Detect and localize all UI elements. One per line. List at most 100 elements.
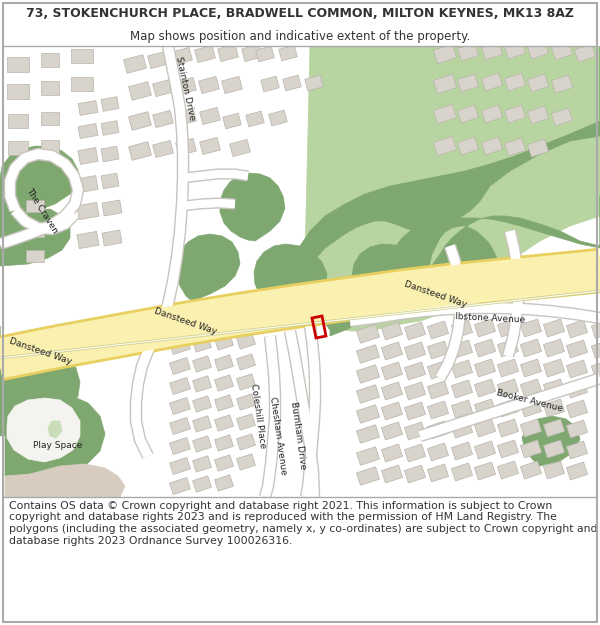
Bar [78, 101, 98, 116]
Bar [427, 341, 449, 359]
Bar [128, 112, 151, 131]
Bar [404, 382, 425, 400]
Bar [382, 362, 403, 380]
Bar [101, 121, 119, 135]
Bar [101, 146, 119, 162]
Bar [451, 420, 473, 438]
Bar [215, 415, 233, 431]
Bar [128, 142, 151, 161]
Bar [404, 422, 425, 440]
Bar [78, 124, 98, 139]
Bar [427, 421, 449, 439]
Bar [77, 202, 99, 219]
Bar [236, 454, 256, 470]
Text: Burnham Drive: Burnham Drive [289, 401, 307, 471]
Polygon shape [0, 326, 80, 436]
Bar [544, 339, 565, 357]
Bar [475, 441, 496, 459]
Bar [26, 200, 44, 212]
Bar [356, 447, 380, 465]
Bar [101, 97, 119, 111]
Bar [427, 401, 449, 419]
Bar [475, 462, 496, 480]
Bar [246, 111, 264, 127]
Polygon shape [522, 416, 580, 466]
Bar [451, 463, 473, 481]
Bar [26, 225, 44, 237]
Text: Play Space: Play Space [34, 441, 83, 451]
Text: Dansteed Way: Dansteed Way [8, 336, 73, 366]
Bar [170, 458, 190, 474]
Bar [152, 79, 173, 97]
Bar [382, 465, 403, 483]
Bar [215, 334, 233, 350]
Polygon shape [254, 244, 327, 316]
Bar [215, 475, 233, 491]
Bar [152, 141, 173, 158]
Bar [566, 340, 587, 358]
Bar [176, 78, 196, 94]
Bar [236, 374, 256, 390]
Bar [199, 76, 220, 94]
Polygon shape [5, 464, 125, 497]
Bar [404, 322, 425, 340]
Bar [544, 419, 565, 437]
Bar [382, 382, 403, 400]
Bar [497, 319, 518, 337]
Bar [223, 113, 241, 129]
Bar [481, 105, 503, 123]
Bar [527, 106, 548, 124]
Bar [497, 440, 518, 458]
Bar [505, 105, 526, 123]
Bar [172, 48, 193, 64]
Bar [574, 44, 596, 62]
Text: Map shows position and indicative extent of the property.: Map shows position and indicative extent… [130, 30, 470, 43]
Bar [475, 399, 496, 417]
Bar [279, 45, 297, 61]
Bar [481, 137, 503, 155]
Text: Dansteed Way: Dansteed Way [152, 306, 217, 336]
Bar [457, 74, 479, 92]
Bar [497, 339, 518, 357]
Bar [101, 173, 119, 189]
Bar [433, 104, 457, 124]
Bar [170, 398, 190, 414]
Bar [193, 336, 211, 352]
Polygon shape [0, 146, 78, 216]
Bar [170, 338, 190, 354]
Bar [566, 441, 587, 459]
Bar [566, 400, 587, 418]
Bar [170, 438, 190, 454]
Bar [215, 395, 233, 411]
Polygon shape [298, 46, 600, 326]
Bar [382, 422, 403, 440]
Bar [566, 320, 587, 338]
Bar [451, 380, 473, 398]
Bar [128, 82, 151, 101]
Bar [520, 379, 542, 397]
Polygon shape [220, 173, 285, 241]
Bar [200, 138, 220, 154]
Text: The Craven: The Craven [25, 187, 59, 236]
Text: Contains OS data © Crown copyright and database right 2021. This information is : Contains OS data © Crown copyright and d… [9, 501, 598, 546]
Bar [520, 339, 542, 357]
Bar [193, 416, 211, 432]
Text: Stainton Drive: Stainton Drive [174, 55, 196, 121]
Bar [551, 42, 572, 60]
Bar [475, 319, 496, 337]
Bar [427, 381, 449, 399]
Bar [497, 399, 518, 417]
Text: Booker Avenue: Booker Avenue [496, 388, 564, 414]
Bar [382, 402, 403, 420]
Bar [78, 176, 98, 192]
Bar [176, 108, 196, 126]
Bar [457, 137, 479, 155]
Bar [551, 108, 572, 126]
Bar [544, 319, 565, 337]
Bar [520, 359, 542, 377]
Bar [497, 379, 518, 397]
Bar [236, 354, 256, 370]
Bar [170, 378, 190, 394]
Bar [505, 41, 526, 59]
Bar [221, 76, 242, 94]
